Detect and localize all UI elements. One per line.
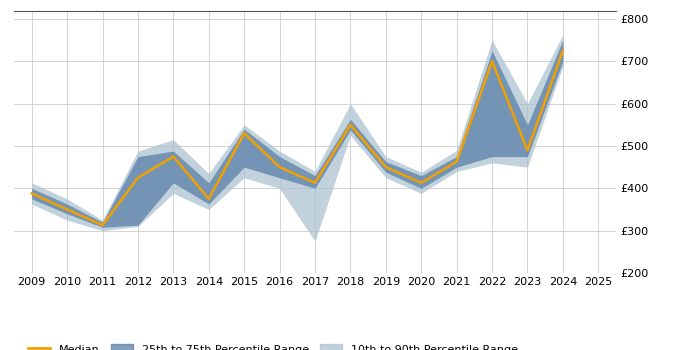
Legend: Median, 25th to 75th Percentile Range, 10th to 90th Percentile Range: Median, 25th to 75th Percentile Range, 1… [23, 340, 522, 350]
